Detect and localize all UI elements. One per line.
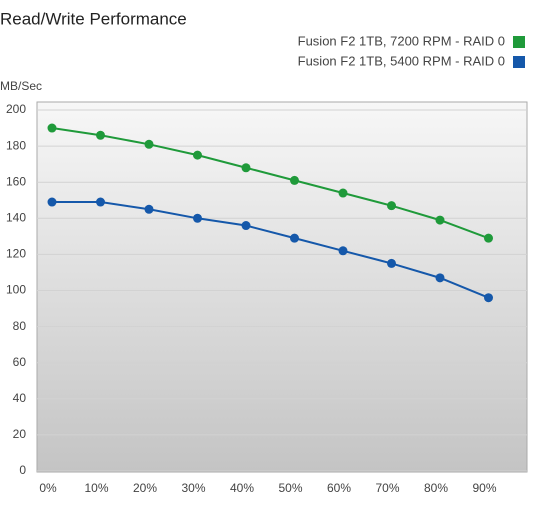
y-tick-label: 180 — [6, 138, 26, 152]
data-point — [338, 188, 348, 198]
y-tick-label: 40 — [13, 391, 27, 405]
data-point — [484, 293, 493, 303]
data-point — [47, 123, 57, 133]
data-point — [387, 258, 396, 268]
data-point — [193, 213, 202, 223]
data-point — [241, 221, 251, 231]
data-point — [435, 273, 445, 283]
plot-area — [36, 101, 528, 473]
x-tick-label: 80% — [424, 481, 448, 495]
data-point — [144, 204, 154, 214]
y-tick-label: 200 — [6, 102, 26, 116]
x-tick-label: 0% — [39, 481, 57, 495]
x-tick-label: 60% — [327, 481, 351, 495]
y-tick-label: 160 — [6, 174, 26, 188]
x-tick-label: 90% — [472, 481, 496, 495]
x-tick-label: 20% — [133, 481, 157, 495]
x-tick-label: 30% — [181, 481, 205, 495]
data-point — [435, 215, 445, 225]
x-tick-label: 10% — [84, 481, 108, 495]
data-point — [290, 175, 299, 185]
series-line — [52, 201, 489, 299]
x-tick-label: 50% — [278, 481, 302, 495]
data-point — [47, 197, 57, 207]
data-point — [96, 197, 105, 207]
legend-label: Fusion F2 1TB, 7200 RPM - RAID 0 — [298, 33, 505, 48]
y-tick-label: 100 — [6, 283, 26, 297]
series-line — [51, 127, 489, 240]
legend-swatch — [513, 56, 525, 68]
legend-swatch — [513, 36, 525, 48]
data-point — [290, 233, 299, 243]
data-point — [144, 139, 154, 149]
y-axis-label: MB/Sec — [0, 79, 42, 93]
y-tick-label: 120 — [6, 247, 26, 261]
y-tick-label: 80 — [13, 319, 27, 333]
y-tick-label: 140 — [6, 210, 26, 224]
y-tick-label: 20 — [13, 427, 27, 441]
legend-label: Fusion F2 1TB, 5400 RPM - RAID 0 — [298, 53, 505, 68]
y-tick-label: 0 — [19, 463, 26, 477]
x-tick-label: 40% — [230, 481, 254, 495]
x-tick-label: 70% — [375, 481, 399, 495]
chart-title: Read/Write Performance — [0, 9, 187, 28]
data-point — [193, 150, 202, 160]
data-point — [241, 163, 251, 173]
y-tick-label: 60 — [13, 355, 27, 369]
data-point — [338, 246, 348, 256]
data-point — [96, 130, 105, 140]
data-point — [387, 201, 396, 211]
data-point — [484, 233, 493, 243]
